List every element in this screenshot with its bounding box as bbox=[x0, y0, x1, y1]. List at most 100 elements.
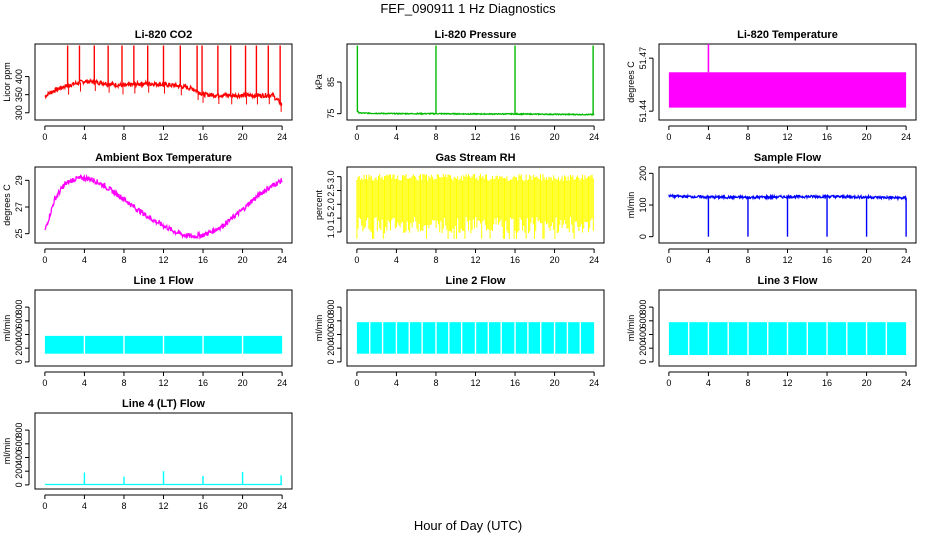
panel-4-y-tick-label: 29 bbox=[14, 175, 24, 185]
panel-10-x-tick-label: 24 bbox=[277, 501, 287, 511]
panel-10-y-tick-label: 600 bbox=[14, 436, 24, 451]
panel-8-y-tick-label: 400 bbox=[326, 327, 336, 342]
panel-6-x-tick-label: 12 bbox=[782, 255, 792, 265]
panel-2-x-tick-label: 4 bbox=[394, 132, 399, 142]
panel-2-y-label: kPa bbox=[314, 74, 324, 90]
panel-10-y-label: ml/min bbox=[2, 438, 12, 465]
panel-7-x-tick-label: 0 bbox=[42, 378, 47, 388]
panel-4-x-tick-label: 12 bbox=[158, 255, 168, 265]
panel-5-x-tick-label: 0 bbox=[354, 255, 359, 265]
panel-4-x-tick-label: 4 bbox=[82, 255, 87, 265]
panel-5-y-tick-label: 1.5 bbox=[326, 212, 336, 225]
panel-4-x-tick-label: 8 bbox=[121, 255, 126, 265]
panel-3-x-tick-label: 20 bbox=[862, 132, 872, 142]
panel-5-x-tick-label: 8 bbox=[433, 255, 438, 265]
panel-7-y-tick-label: 400 bbox=[14, 327, 24, 342]
panel-1-x-tick-label: 16 bbox=[198, 132, 208, 142]
panel-8-x-tick-label: 12 bbox=[470, 378, 480, 388]
panel-1-title: Li-820 CO2 bbox=[135, 29, 192, 41]
panel-8-x-tick-label: 8 bbox=[433, 378, 438, 388]
panel-9-frame bbox=[658, 289, 917, 367]
panel-10-x-tick-label: 0 bbox=[42, 501, 47, 511]
panel-5-y-tick-label: 2.0 bbox=[326, 198, 336, 211]
panel-9-y-tick-label: 0 bbox=[638, 359, 648, 364]
panel-9-y-tick-label: 800 bbox=[638, 300, 648, 315]
panel-4-x-tick-label: 20 bbox=[238, 255, 248, 265]
panel-5-x-tick-label: 20 bbox=[550, 255, 560, 265]
panel-7-y-tick-label: 600 bbox=[14, 313, 24, 328]
panel-10-x-tick-label: 8 bbox=[121, 501, 126, 511]
panel-8-y-label: ml/min bbox=[314, 315, 324, 342]
panel-2-frame bbox=[346, 43, 605, 121]
panel-5-x-tick-label: 4 bbox=[394, 255, 399, 265]
panel-9-x-tick-label: 4 bbox=[706, 378, 711, 388]
panel-9-x-tick-label: 0 bbox=[666, 378, 671, 388]
panel-5-title: Gas Stream RH bbox=[435, 152, 515, 164]
panel-5-series-line bbox=[356, 173, 594, 239]
panel-10-y-tick-label: 400 bbox=[14, 450, 24, 465]
panel-1-frame bbox=[34, 43, 293, 121]
panel-8-x-tick-label: 4 bbox=[394, 378, 399, 388]
panel-10-y-tick-label: 800 bbox=[14, 423, 24, 438]
panel-3-frame bbox=[658, 43, 917, 121]
panel-1-x-tick-label: 0 bbox=[42, 132, 47, 142]
panel-9-x-tick-label: 8 bbox=[745, 378, 750, 388]
panel-6-y-label: ml/min bbox=[626, 192, 636, 219]
panel-5-y-tick-label: 2.5 bbox=[326, 184, 336, 197]
panel-6-x-tick-label: 20 bbox=[862, 255, 872, 265]
panel-7-x-tick-label: 12 bbox=[158, 378, 168, 388]
panel-4-series-line bbox=[44, 173, 283, 240]
panel-9-y-label: ml/min bbox=[626, 315, 636, 342]
panel-2-x-tick-label: 12 bbox=[470, 132, 480, 142]
panel-2-x-tick-label: 0 bbox=[354, 132, 359, 142]
panel-1-x-tick-label: 24 bbox=[277, 132, 287, 142]
panel-7-y-tick-label: 800 bbox=[14, 300, 24, 315]
panel-7-x-tick-label: 8 bbox=[121, 378, 126, 388]
panel-7-x-tick-label: 4 bbox=[82, 378, 87, 388]
panel-3-x-tick-label: 8 bbox=[745, 132, 750, 142]
panel-9-x-tick-label: 16 bbox=[822, 378, 832, 388]
panel-5-x-tick-label: 24 bbox=[589, 255, 599, 265]
panel-6-x-tick-label: 16 bbox=[822, 255, 832, 265]
panel-6-y-tick-label: 200 bbox=[638, 166, 648, 181]
panel-3-y-tick-label: 51.44 bbox=[638, 100, 648, 123]
panel-7-frame bbox=[34, 289, 293, 367]
panel-4-x-tick-label: 24 bbox=[277, 255, 287, 265]
panel-10-x-tick-label: 12 bbox=[158, 501, 168, 511]
panel-6-x-tick-label: 0 bbox=[666, 255, 671, 265]
panel-9-y-tick-label: 600 bbox=[638, 313, 648, 328]
panel-8-title: Line 2 Flow bbox=[446, 275, 506, 287]
panel-7-x-tick-label: 16 bbox=[198, 378, 208, 388]
panel-5-x-tick-label: 12 bbox=[470, 255, 480, 265]
panel-3-y-tick-label: 51.47 bbox=[638, 47, 648, 70]
panel-6-title: Sample Flow bbox=[754, 152, 822, 164]
panel-8-x-tick-label: 20 bbox=[550, 378, 560, 388]
panel-1-x-tick-label: 12 bbox=[158, 132, 168, 142]
panel-8-y-tick-label: 200 bbox=[326, 341, 336, 356]
panel-4-title: Ambient Box Temperature bbox=[95, 152, 232, 164]
panel-2-series-line bbox=[356, 110, 595, 116]
panel-2-x-tick-label: 8 bbox=[433, 132, 438, 142]
panel-5-y-tick-label: 1.0 bbox=[326, 226, 336, 239]
panel-5-x-tick-label: 16 bbox=[510, 255, 520, 265]
panel-7-y-tick-label: 200 bbox=[14, 341, 24, 356]
panel-4-frame bbox=[34, 166, 293, 244]
panel-6-frame bbox=[658, 166, 917, 244]
panel-1-x-tick-label: 4 bbox=[82, 132, 87, 142]
panel-7-x-tick-label: 20 bbox=[238, 378, 248, 388]
panel-2-x-tick-label: 24 bbox=[589, 132, 599, 142]
panel-10-x-tick-label: 4 bbox=[82, 501, 87, 511]
panel-7-y-label: ml/min bbox=[2, 315, 12, 342]
panel-5-y-tick-label: 3.0 bbox=[326, 170, 336, 183]
panel-2-y-tick-label: 85 bbox=[326, 77, 336, 87]
panel-10-y-tick-label: 0 bbox=[14, 482, 24, 487]
panel-8-y-tick-label: 0 bbox=[326, 359, 336, 364]
panel-9-x-tick-label: 12 bbox=[782, 378, 792, 388]
panel-1-y-tick-label: 400 bbox=[14, 69, 24, 84]
panel-5-frame bbox=[346, 166, 605, 244]
panel-10-x-tick-label: 16 bbox=[198, 501, 208, 511]
panel-1-y-tick-label: 350 bbox=[14, 87, 24, 102]
panel-1-series-line bbox=[44, 78, 283, 107]
panel-4-y-tick-label: 27 bbox=[14, 202, 24, 212]
